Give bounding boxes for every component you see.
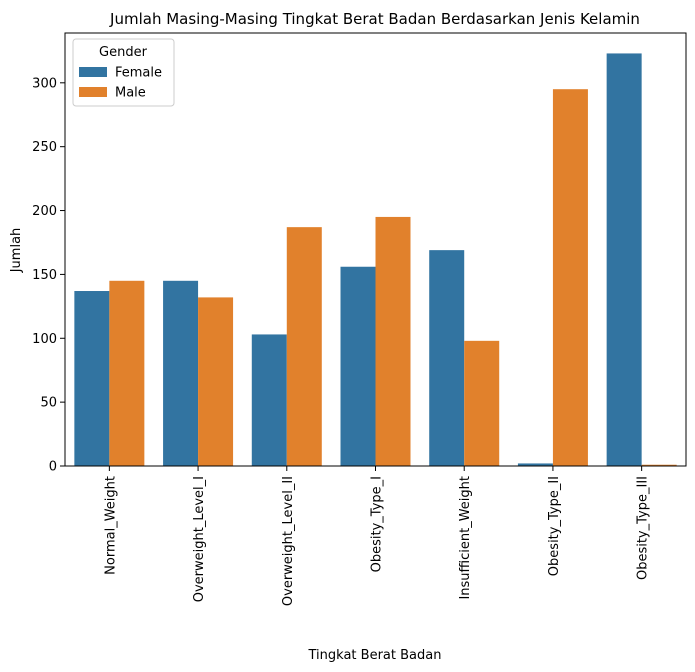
bar-female-insufficient_weight [429,250,465,466]
y-tick-label: 250 [32,140,57,155]
bar-male-normal_weight [109,280,145,466]
plot-frame [64,32,687,467]
legend: Gender Female Male [72,38,175,107]
x-axis-label: Tingkat Berat Badan [308,648,442,663]
bar-male-obesity_type_i [375,216,411,466]
bar-male-obesity_type_ii [552,89,588,466]
y-tick-label: 0 [49,460,57,475]
x-tick-label: Insufficient_Weight [458,476,473,600]
x-axis: Normal_Weight Overweight_Level_I Overweigh… [103,466,651,606]
legend-label-male: Male [115,86,146,101]
chart-title: Jumlah Masing-Masing Tingkat Berat Badan… [109,10,640,28]
bar-female-overweight_level_i [163,280,199,466]
y-axis: 0 50 100 150 200 250 300 [32,76,65,475]
legend-label-female: Female [115,66,162,81]
bar-female-normal_weight [74,291,110,466]
x-tick-label: Overweight_Level_I [192,476,207,602]
x-tick-label: Normal_Weight [103,476,118,575]
y-tick-label: 150 [32,268,57,283]
y-axis-label: Jumlah [9,228,24,274]
bar-female-obesity_type_i [340,266,376,466]
y-tick-label: 200 [32,204,57,219]
bar-male-insufficient_weight [464,340,500,466]
bars-group [74,53,677,466]
y-tick-label: 50 [40,396,57,411]
x-tick-label: Overweight_Level_II [281,476,296,606]
bar-male-overweight_level_i [198,297,234,466]
x-tick-label: Obesity_Type_III [636,476,651,580]
bar-male-obesity_type_iii [641,464,677,466]
bar-female-overweight_level_ii [251,334,287,466]
legend-swatch-male [79,87,107,97]
y-tick-label: 100 [32,332,57,347]
x-tick-label: Obesity_Type_I [370,476,385,572]
legend-title: Gender [99,45,148,60]
y-tick-label: 300 [32,76,57,91]
bar-female-obesity_type_ii [517,463,553,466]
bar-female-obesity_type_iii [606,53,642,466]
legend-swatch-female [79,67,107,77]
bar-male-overweight_level_ii [286,227,322,466]
x-tick-label: Obesity_Type_II [547,476,562,576]
